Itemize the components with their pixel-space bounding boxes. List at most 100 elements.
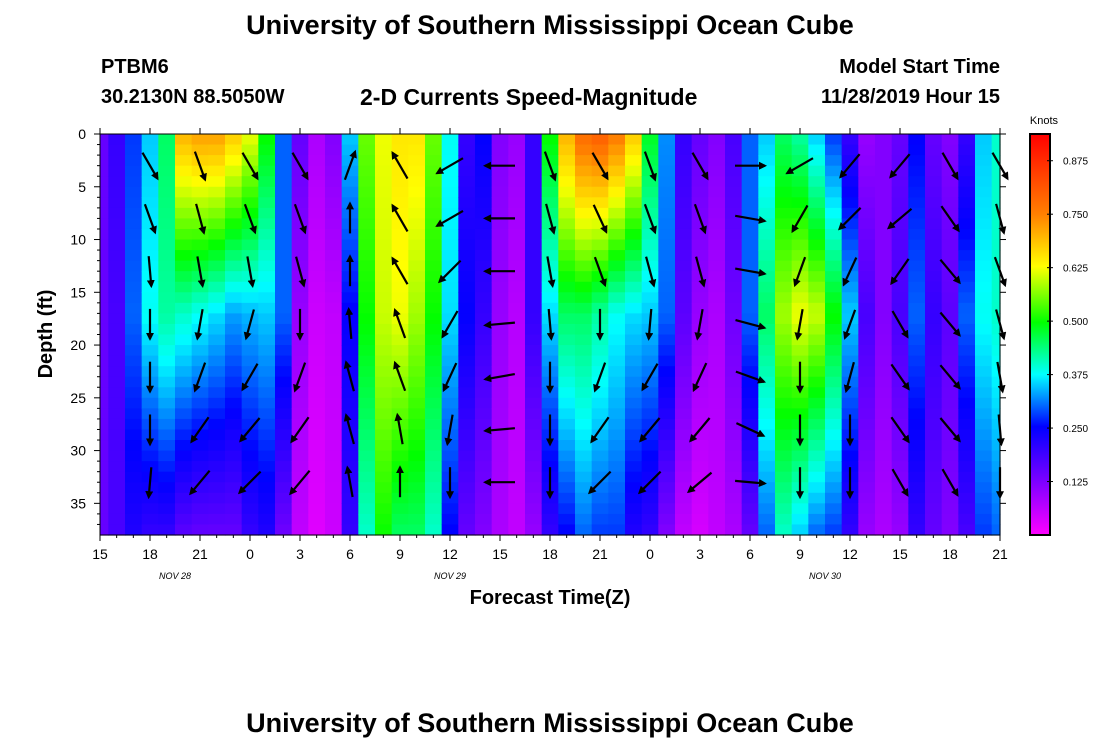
heat-cell xyxy=(925,492,943,504)
heat-cell xyxy=(108,155,126,167)
heat-cell xyxy=(625,281,643,293)
heat-cell xyxy=(791,524,809,536)
heat-cell xyxy=(591,429,609,441)
heat-cell xyxy=(691,165,709,177)
heat-cell xyxy=(741,281,759,293)
heat-cell xyxy=(958,250,976,262)
heat-cell xyxy=(491,134,509,146)
heat-cell xyxy=(191,334,209,346)
heat-cell xyxy=(375,376,393,388)
heat-cell xyxy=(525,197,543,209)
heat-cell xyxy=(408,345,426,357)
heat-cell xyxy=(991,313,1001,325)
heat-cell xyxy=(508,292,526,304)
heat-cell xyxy=(775,313,793,325)
heat-cell xyxy=(241,186,259,198)
heat-cell xyxy=(791,513,809,526)
heat-cell xyxy=(275,429,293,441)
heat-cell xyxy=(208,387,226,399)
heat-cell xyxy=(991,366,1001,378)
heat-cell xyxy=(891,429,909,441)
heat-cell xyxy=(100,440,109,452)
heat-cell xyxy=(791,503,809,515)
heat-cell xyxy=(141,250,159,262)
heat-cell xyxy=(191,482,209,494)
heat-cell xyxy=(758,260,776,272)
heat-cell xyxy=(991,144,1001,156)
heat-cell xyxy=(875,323,893,336)
heat-cell xyxy=(858,397,876,409)
heat-cell xyxy=(375,334,393,346)
heat-cell xyxy=(225,450,243,462)
heat-cell xyxy=(625,302,643,314)
heat-cell xyxy=(325,186,343,198)
heat-cell xyxy=(541,165,559,177)
heat-cell xyxy=(691,355,709,367)
heat-cell xyxy=(125,218,143,230)
heat-cell xyxy=(441,376,459,388)
heat-cell xyxy=(958,271,976,283)
heat-cell xyxy=(491,513,509,526)
heat-cell xyxy=(225,165,243,177)
current-vector xyxy=(939,417,961,443)
heat-cell xyxy=(125,492,143,504)
heat-cell xyxy=(208,271,226,283)
heat-cell xyxy=(558,471,576,483)
heat-cell xyxy=(708,397,726,409)
heat-cell xyxy=(341,144,359,156)
heat-cell xyxy=(225,313,243,325)
heat-cell xyxy=(908,271,926,283)
heat-cell xyxy=(341,239,359,251)
heat-cell xyxy=(925,176,943,188)
heat-cell xyxy=(775,186,793,198)
heat-cell xyxy=(758,155,776,167)
heat-cell xyxy=(808,260,826,272)
heat-cell xyxy=(725,323,743,336)
heat-cell xyxy=(441,155,459,167)
heat-cell xyxy=(825,387,843,399)
current-vector xyxy=(643,151,657,182)
current-vector xyxy=(890,258,910,286)
heat-cell xyxy=(308,387,326,399)
heat-cell xyxy=(758,450,776,462)
heat-cell xyxy=(158,144,176,156)
heat-cell xyxy=(741,186,759,198)
heat-cell xyxy=(508,228,526,241)
heat-cell xyxy=(225,176,243,188)
heat-cell xyxy=(775,134,793,146)
heat-cell xyxy=(291,397,309,409)
heat-cell xyxy=(625,144,643,156)
heat-cell xyxy=(675,292,693,304)
heat-cell xyxy=(708,482,726,494)
heat-cell xyxy=(225,461,243,473)
heat-cell xyxy=(958,440,976,452)
heat-cell xyxy=(808,197,826,209)
heat-cell xyxy=(841,176,859,188)
heat-cell xyxy=(825,492,843,504)
heat-cell xyxy=(891,186,909,198)
heat-cell xyxy=(125,228,143,241)
heat-cell xyxy=(641,292,659,304)
heat-cell xyxy=(975,176,993,188)
current-vector xyxy=(195,203,207,235)
heat-cell xyxy=(441,165,459,177)
heat-cell xyxy=(275,207,293,220)
heat-cell xyxy=(291,144,309,156)
heat-cell xyxy=(558,323,576,336)
current-vector xyxy=(637,470,662,495)
current-vector xyxy=(593,256,607,288)
heat-cell xyxy=(975,144,993,156)
heat-cell xyxy=(108,207,126,220)
heat-cell xyxy=(425,281,443,293)
heat-cell xyxy=(141,492,159,504)
heat-cell xyxy=(808,397,826,409)
heat-cell xyxy=(958,144,976,156)
heat-cell xyxy=(925,186,943,198)
heat-cell xyxy=(491,165,509,177)
heat-cell xyxy=(908,471,926,483)
heat-cell xyxy=(808,440,826,452)
heat-cell xyxy=(241,345,259,357)
heat-cell xyxy=(341,418,359,431)
heat-cell xyxy=(991,302,1001,314)
heat-cell xyxy=(241,239,259,251)
